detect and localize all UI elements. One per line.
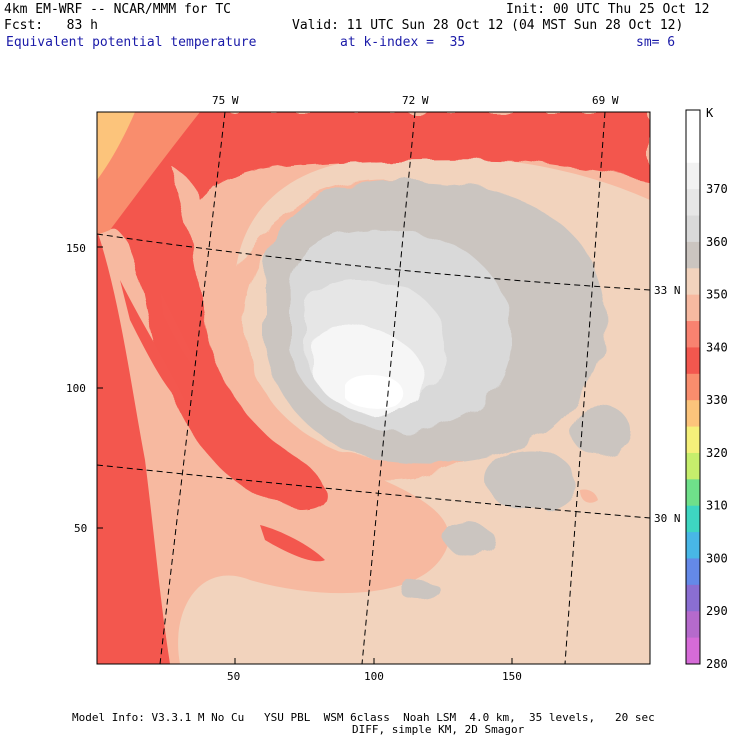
y-tick-50: 50 xyxy=(74,522,87,535)
lon-label-69w: 69 W xyxy=(592,94,619,107)
colorbar-level-label: 360 xyxy=(706,235,728,249)
colorbar-level-label: 320 xyxy=(706,446,728,460)
colorbar-labels: 370 360 350 340 330 320 310 300 290 280 xyxy=(706,182,728,671)
colorbar-level-label: 300 xyxy=(706,551,728,565)
colorbar-level-label: 330 xyxy=(706,393,728,407)
x-tick-150: 150 xyxy=(502,670,522,683)
colorbar-swatch xyxy=(686,611,700,639)
field-salmon xyxy=(97,112,650,664)
meridian-75w xyxy=(159,112,226,664)
colorbar-level-label: 370 xyxy=(706,182,728,196)
colorbar-swatch xyxy=(686,584,700,612)
colorbar-level-label: 350 xyxy=(706,288,728,302)
colorbar-swatch xyxy=(686,532,700,559)
level-info: at k-index = 35 xyxy=(340,35,466,50)
x-tick-100: 100 xyxy=(364,670,384,683)
field-yellow-nw xyxy=(97,112,135,180)
colorbar-level-label: 290 xyxy=(706,604,728,618)
y-tick-100: 100 xyxy=(66,382,86,395)
y-tick-150: 150 xyxy=(66,242,86,255)
theta-e-field xyxy=(97,112,650,664)
field-sw-streaks xyxy=(120,280,325,562)
colorbar-swatch xyxy=(686,321,700,348)
colorbar-swatch xyxy=(686,505,700,533)
colorbar-swatch xyxy=(686,373,700,401)
field-se-patches xyxy=(400,405,630,600)
colorbar-unit: K xyxy=(706,106,714,120)
valid-time: Valid: 11 UTC Sun 28 Oct 12 (04 MST Sun … xyxy=(292,18,684,33)
colorbar-swatch xyxy=(686,215,700,243)
colorbar-swatch xyxy=(686,294,700,322)
graticule xyxy=(97,112,650,664)
parallel-33n xyxy=(97,233,650,291)
x-tick-50: 50 xyxy=(227,670,240,683)
colorbar-swatch xyxy=(686,136,700,164)
colorbar-frame xyxy=(685,109,701,665)
smoothing-info: sm= 6 xyxy=(636,35,676,50)
lat-label-33n: 33 N xyxy=(654,284,681,297)
parallel-30n xyxy=(97,464,650,519)
lon-label-72w: 72 W xyxy=(402,94,429,107)
colorbar-swatch xyxy=(686,268,700,296)
colorbar-swatch xyxy=(686,426,700,454)
colorbar-level-label: 310 xyxy=(706,499,728,513)
field-salmon-spot xyxy=(580,489,598,503)
colorbar-swatch xyxy=(686,189,700,217)
colorbar-level-label: 280 xyxy=(706,657,728,671)
field-red-west xyxy=(97,150,327,510)
field-orange-nw xyxy=(97,112,200,235)
colorbar xyxy=(685,109,701,665)
colorbar-swatch xyxy=(686,347,700,375)
init-time: Init: 00 UTC Thu 25 Oct 12 xyxy=(506,2,710,17)
model-title: 4km EM-WRF -- NCAR/MMM for TC xyxy=(4,2,231,17)
colorbar-swatch xyxy=(686,162,700,190)
lat-label-30n: 30 N xyxy=(654,512,681,525)
model-info: Model Info: V3.3.1 M No Cu YSU PBL WSM 6… xyxy=(72,711,655,724)
model-info-2: DIFF, simple KM, 2D Smagor xyxy=(352,723,525,736)
field-red-north xyxy=(97,112,650,200)
meridian-69w xyxy=(564,112,606,664)
colorbar-swatch xyxy=(686,558,700,586)
colorbar-swatch xyxy=(686,479,700,507)
meridian-72w xyxy=(361,112,416,664)
lon-label-75w: 75 W xyxy=(212,94,239,107)
field-red-strip xyxy=(97,230,170,664)
colorbar-swatch xyxy=(686,241,700,269)
colorbar-swatch xyxy=(686,452,700,480)
forecast-hour: Fcst: 83 h xyxy=(4,18,98,33)
colorbar-swatch xyxy=(686,400,700,428)
colorbar-swatch xyxy=(686,637,700,665)
tick-marks xyxy=(97,246,513,664)
field-name: Equivalent potential temperature xyxy=(6,35,257,50)
colorbar-swatch xyxy=(686,110,700,137)
colorbar-level-label: 340 xyxy=(706,340,728,354)
